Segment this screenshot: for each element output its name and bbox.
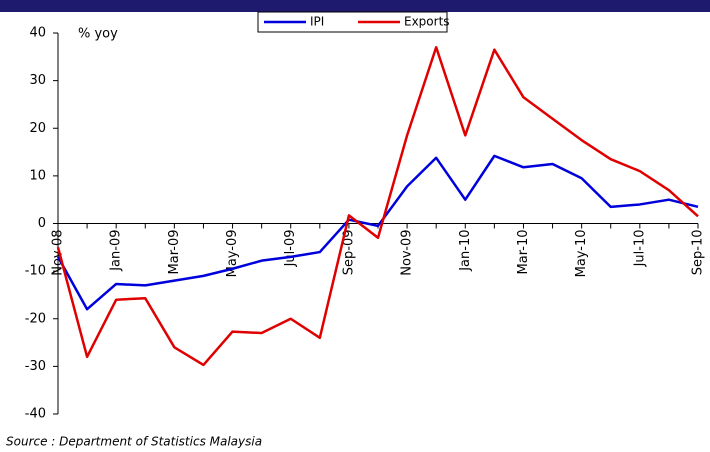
series-line (56, 154, 699, 311)
y-axis-label: % yoy (78, 27, 118, 42)
legend-box (257, 11, 448, 33)
y-tick-label: 10 (29, 168, 46, 183)
y-tick-label: -20 (25, 311, 46, 326)
source-note: Source : Department of Statistics Malays… (6, 435, 262, 449)
y-tick-label: -10 (25, 264, 46, 279)
x-tick-label: Jul-09 (283, 230, 298, 268)
y-tick-label: 20 (29, 121, 46, 136)
y-tick-label: -30 (25, 359, 46, 374)
y-tick-label: 40 (29, 26, 46, 41)
x-tick-label: May-10 (574, 230, 589, 278)
x-tick-label: May-09 (225, 230, 240, 278)
x-tick-label: Jul-10 (632, 230, 647, 268)
legend-label: IPI (310, 15, 324, 29)
y-tick-label: 0 (38, 216, 46, 231)
x-tick-label: Sep-10 (691, 230, 706, 276)
header-bar (0, 0, 710, 12)
x-tick-label: Jan-10 (458, 230, 473, 272)
x-tick-label: Sep-09 (341, 230, 356, 276)
legend-label: Exports (404, 15, 450, 29)
y-tick-label: 30 (29, 73, 46, 88)
x-tick-label: Mar-09 (167, 230, 182, 275)
x-tick-label: Nov-09 (400, 230, 415, 276)
x-tick-label: Mar-10 (516, 230, 531, 275)
y-tick-label: -40 (25, 407, 46, 422)
series-line (56, 46, 699, 367)
x-tick-label: Jan-09 (109, 230, 124, 272)
